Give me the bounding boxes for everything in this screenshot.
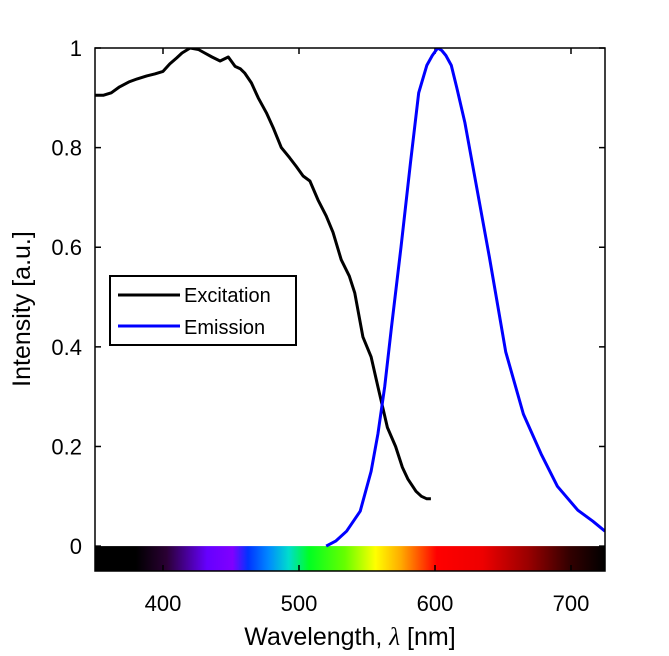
emission-line: [325, 48, 605, 548]
legend-label-emission: Emission: [184, 317, 265, 339]
legend: Excitation Emission: [109, 275, 297, 346]
excitation-line: [95, 48, 431, 501]
y-tick-label: 0.4: [51, 335, 82, 360]
x-axis-label: Wavelength, λ [nm]: [244, 623, 455, 651]
x-tick-label: 400: [145, 591, 182, 616]
visible-spectrum-band: [95, 546, 605, 571]
y-tick-label: 1: [70, 36, 82, 61]
y-tick-label: 0: [70, 534, 82, 559]
plot-frame: [94, 47, 606, 572]
y-tick-label: 0.8: [51, 136, 82, 161]
y-tick-label: 0.6: [51, 235, 82, 260]
y-tick-label: 0.2: [51, 434, 82, 459]
x-tick-label: 600: [417, 591, 454, 616]
legend-label-excitation: Excitation: [184, 285, 271, 307]
x-tick-label: 700: [553, 591, 590, 616]
x-tick-label: 500: [281, 591, 318, 616]
legend-box: [109, 275, 297, 346]
y-axis-label: Intensity [a.u.]: [8, 231, 36, 387]
